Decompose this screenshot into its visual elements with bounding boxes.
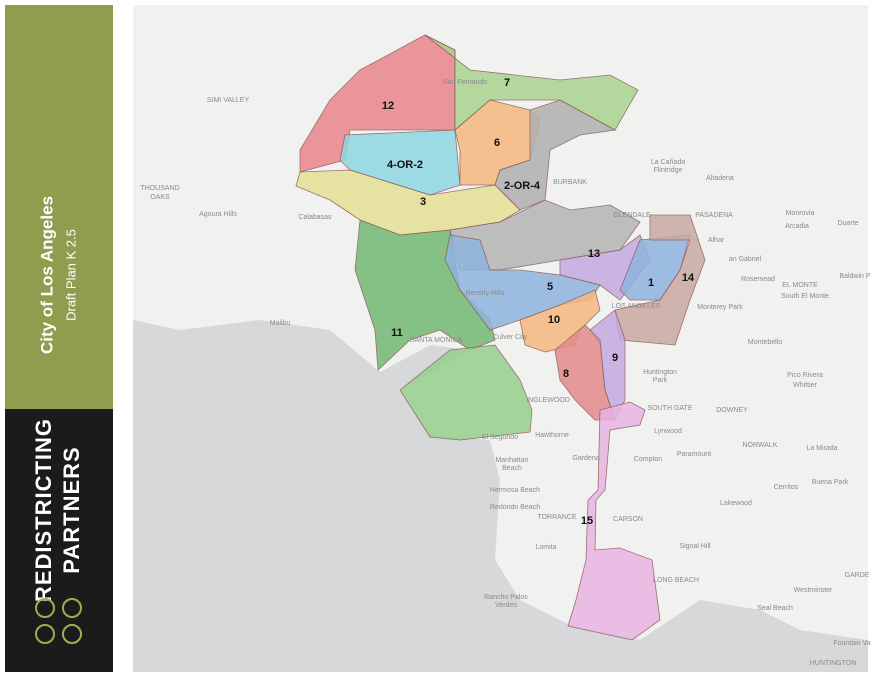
place-label: Baldwin P: [839, 273, 870, 280]
logo-line: PARTNERS: [59, 446, 84, 573]
place-label: Fountain Va: [833, 640, 870, 647]
sidebar-title: City of Los Angeles: [37, 196, 56, 354]
district-label: 7: [504, 77, 510, 89]
district-label: 3: [420, 196, 426, 208]
place-label: La Mirada: [806, 445, 837, 452]
place-label: Lakewood: [720, 500, 752, 507]
place-label: TORRANCE: [537, 514, 576, 521]
district-label: 9: [612, 352, 618, 364]
place-label: Arcadia: [785, 223, 809, 230]
place-label: Monrovia: [786, 210, 815, 217]
logo-icons: [35, 598, 82, 644]
place-label: Verdes: [495, 602, 517, 609]
place-label: Altadena: [706, 175, 734, 182]
place-label: El Segundo: [482, 434, 518, 441]
district: [399, 344, 533, 441]
place-label: Paramount: [677, 451, 711, 458]
place-label: Rancho Palos: [484, 594, 528, 601]
place-label: LOS ANGELES: [612, 303, 661, 310]
place-label: Pico Rivera: [787, 372, 823, 379]
sidebar-bottom: [5, 409, 113, 672]
place-label: EL MONTE: [782, 282, 818, 289]
place-label: SIMI VALLEY: [207, 97, 250, 104]
place-label: Malibu: [270, 320, 291, 327]
place-label: Rosemead: [741, 276, 775, 283]
district-label: 14: [682, 272, 695, 284]
districts: [295, 34, 706, 641]
place-label: Hawthorne: [535, 432, 569, 439]
place-label: Hermosa Beach: [490, 487, 540, 494]
place-label: Flintridge: [654, 167, 683, 174]
place-label: Monterey Park: [697, 304, 743, 311]
place-label: GARDE: [845, 572, 870, 579]
place-label: SANTA MONICA: [410, 337, 463, 344]
district-label: 12: [382, 100, 394, 112]
place-label: NORWALK: [742, 442, 777, 449]
place-label: Beverly Hills: [466, 290, 505, 297]
place-label: Beach: [502, 465, 522, 472]
place-label: DOWNEY: [716, 407, 748, 414]
place-label: South El Monte: [781, 293, 829, 300]
ocean: [133, 320, 868, 672]
district-label: 13: [588, 248, 600, 260]
place-label: Whittier: [793, 382, 817, 389]
place-label: Buena Park: [812, 479, 849, 486]
district-label: 6: [494, 137, 500, 149]
place-label: Park: [653, 377, 668, 384]
district-label: 11: [391, 327, 403, 339]
district-label: 4-OR-2: [387, 159, 423, 171]
place-label: Signal Hill: [679, 543, 711, 550]
place-label: San Fernando: [443, 79, 487, 86]
district-label: 15: [581, 515, 593, 527]
place-label: Duarte: [837, 220, 858, 227]
sidebar-top: [5, 5, 113, 409]
place-label: Manhattan: [495, 457, 528, 464]
place-label: HUNTINGTON: [810, 660, 857, 667]
place-label: Agoura Hills: [199, 211, 237, 218]
district-label: 10: [548, 314, 560, 326]
place-label: Culver City: [493, 334, 528, 341]
place-label: Westminster: [794, 587, 833, 594]
place-label: LONG BEACH: [653, 577, 699, 584]
place-label: BURBANK: [553, 179, 587, 186]
place-label: Gardena: [572, 455, 599, 462]
place-label: THOUSAND: [140, 185, 179, 192]
place-label: Compton: [634, 456, 663, 463]
place-label: Alhar: [708, 237, 725, 244]
place-label: GLENDALE: [613, 212, 651, 219]
place-label: Lynwood: [654, 428, 682, 435]
place-label: La Cañada: [651, 159, 685, 166]
logo-line: REDISTRICTING: [31, 418, 56, 602]
place-label: Calabasas: [298, 214, 332, 221]
place-label: INGLEWOOD: [526, 397, 570, 404]
district-label: 2-OR-4: [504, 180, 541, 192]
place-label: CARSON: [613, 516, 643, 523]
district: [567, 401, 661, 641]
place-label: Cerritos: [774, 484, 799, 491]
district-label: 1: [648, 277, 654, 289]
place-label: PASADENA: [695, 212, 733, 219]
district-label: 5: [547, 281, 553, 293]
place-label: Lomita: [535, 544, 556, 551]
place-label: Huntington: [643, 369, 677, 376]
place-label: Montebello: [748, 339, 782, 346]
place-label: an Gabriel: [729, 256, 762, 263]
place-label: Seal Beach: [757, 605, 793, 612]
place-label: Redondo Beach: [490, 504, 540, 511]
place-label: OAKS: [150, 194, 170, 201]
sidebar-subtitle: Draft Plan K 2.5: [63, 229, 78, 321]
place-label: SOUTH GATE: [648, 405, 693, 412]
district-label: 8: [563, 368, 569, 380]
